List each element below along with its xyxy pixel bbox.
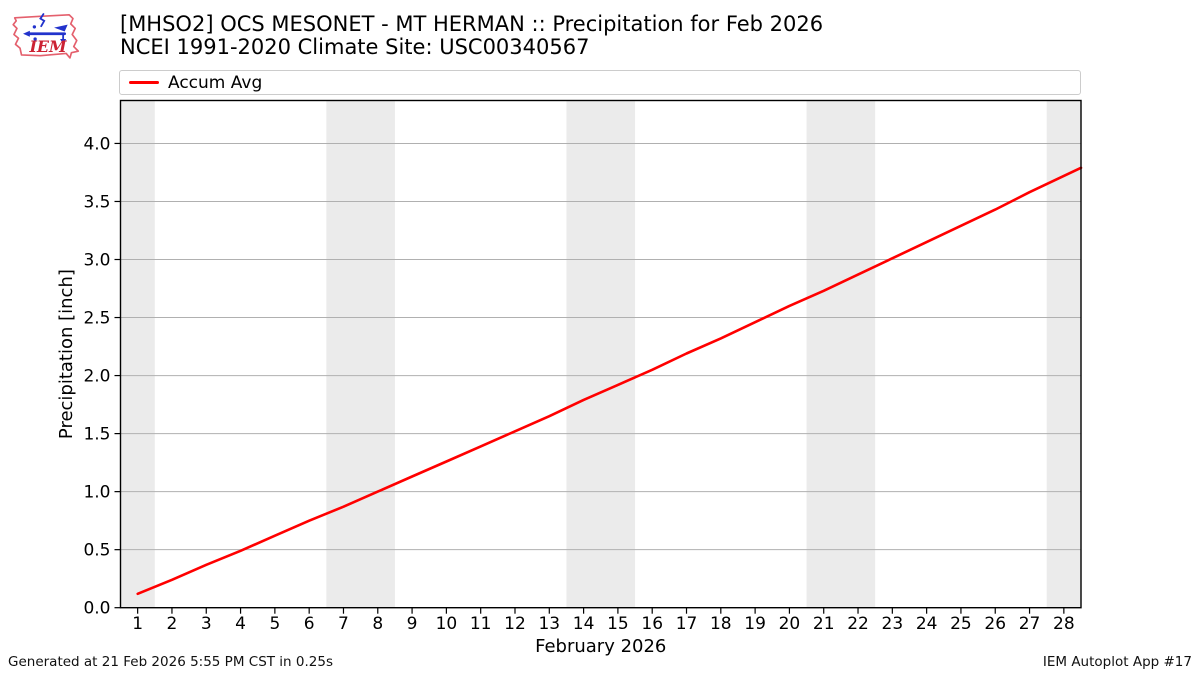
weekend-band xyxy=(806,100,876,608)
iowa-state-outline xyxy=(12,13,80,59)
x-tick-label: 27 xyxy=(1019,614,1041,634)
x-tick-label: 11 xyxy=(470,614,492,634)
x-tick-label: 21 xyxy=(813,614,835,634)
y-tick-label: 0.5 xyxy=(83,541,110,561)
app-credit-text: IEM Autoplot App #17 xyxy=(1042,654,1192,670)
y-tick-label: 1.0 xyxy=(83,483,110,503)
legend-line-swatch xyxy=(129,81,159,84)
x-tick-label: 25 xyxy=(950,614,972,634)
x-tick-label: 2 xyxy=(167,614,178,634)
x-tick-label: 6 xyxy=(304,614,315,634)
accum-avg-line-series xyxy=(136,166,1083,596)
legend: Accum Avg xyxy=(119,70,1081,95)
x-tick-label: 19 xyxy=(744,614,766,634)
y-axis-label: Precipitation [inch] xyxy=(56,269,77,439)
legend-item-label: Accum Avg xyxy=(168,72,263,93)
plot-border xyxy=(119,99,1082,609)
y-tick-label: 3.0 xyxy=(83,251,110,271)
weekend-band xyxy=(566,100,636,608)
x-tick-label: 5 xyxy=(269,614,280,634)
x-tick-label: 4 xyxy=(235,614,246,634)
x-tick-label: 26 xyxy=(984,614,1006,634)
x-tick-label: 12 xyxy=(504,614,526,634)
x-tick-label: 24 xyxy=(916,614,938,634)
chart-title: [MHSO2] OCS MESONET - MT HERMAN :: Preci… xyxy=(120,12,824,36)
x-tick-label: 9 xyxy=(407,614,418,634)
x-tick-label: 13 xyxy=(538,614,560,634)
x-tick-label: 10 xyxy=(436,614,458,634)
axis-tick-labels: 1 2 3 4 5 6 7 8 9 10 11 12 13 14 15 16 17 18 19 20 21 22 23 24 2… xyxy=(83,134,1074,634)
y-tick-label: 4.0 xyxy=(83,134,110,154)
iem-logo: IEM xyxy=(12,13,80,59)
x-tick-label: 20 xyxy=(779,614,801,634)
x-tick-label: 28 xyxy=(1053,614,1075,634)
y-tick-label: 2.5 xyxy=(83,309,110,329)
x-tick-label: 18 xyxy=(710,614,732,634)
generated-timestamp-text: Generated at 21 Feb 2026 5:55 PM CST in … xyxy=(8,654,333,670)
x-tick-label: 22 xyxy=(847,614,869,634)
logo-iem-text: IEM xyxy=(28,37,67,56)
x-tick-label: 23 xyxy=(882,614,904,634)
y-tick-label: 1.5 xyxy=(83,425,110,445)
horizontal-gridlines xyxy=(120,142,1081,551)
axis-tick-marks xyxy=(114,142,1065,614)
x-tick-label: 1 xyxy=(132,614,143,634)
x-tick-label: 16 xyxy=(641,614,663,634)
weekend-band xyxy=(326,100,395,608)
weekend-shading-bands xyxy=(120,100,1081,608)
chart-subtitle: NCEI 1991-2020 Climate Site: USC00340567 xyxy=(120,35,590,59)
weekend-band xyxy=(1046,100,1081,608)
weather-vane-icon xyxy=(23,13,68,45)
x-tick-label: 15 xyxy=(607,614,629,634)
x-tick-label: 8 xyxy=(372,614,383,634)
x-tick-label: 17 xyxy=(676,614,698,634)
y-tick-label: 0.0 xyxy=(83,599,110,619)
weekend-band xyxy=(120,100,155,608)
x-axis-label: February 2026 xyxy=(535,636,666,657)
x-tick-label: 14 xyxy=(573,614,595,634)
x-tick-label: 7 xyxy=(338,614,349,634)
accum-avg-line xyxy=(136,166,1083,596)
x-tick-label: 3 xyxy=(201,614,212,634)
y-tick-label: 3.5 xyxy=(83,192,110,212)
title-block: [MHSO2] OCS MESONET - MT HERMAN :: Preci… xyxy=(120,13,823,59)
y-tick-label: 2.0 xyxy=(83,367,110,387)
